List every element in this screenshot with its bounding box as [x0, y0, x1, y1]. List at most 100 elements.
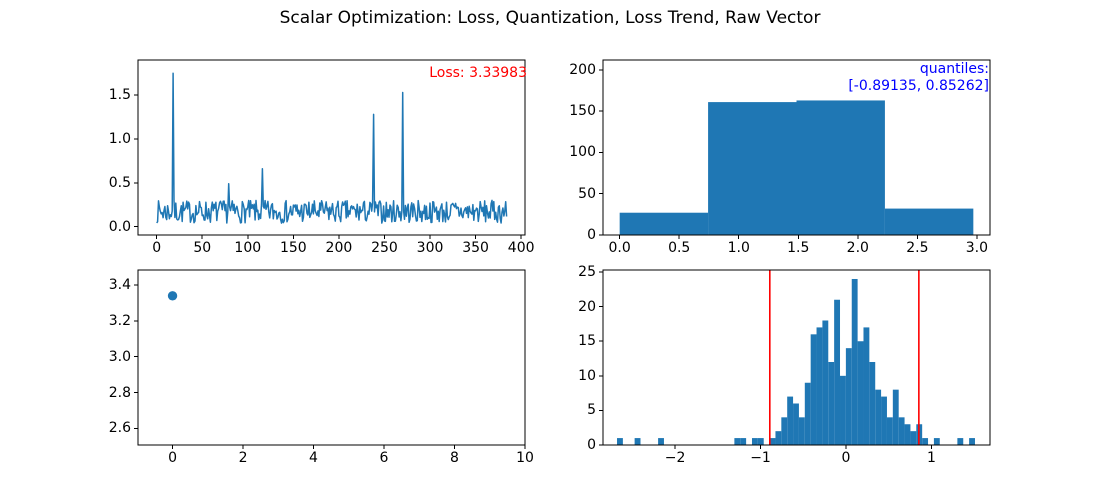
- quantization-histogram-xtick-label: 1.5: [787, 240, 810, 256]
- raw-vector-histogram-xtick-label: 1: [926, 450, 936, 466]
- loss-curve-ytick-label: 0.0: [108, 218, 131, 235]
- raw-vector-histogram-bar: [881, 396, 887, 445]
- raw-vector-histogram-bar: [886, 417, 893, 445]
- raw-vector-histogram-bar: [775, 431, 782, 445]
- loss-trend-ytick-label: 2.6: [108, 420, 131, 437]
- raw-vector-histogram-ytick-label: 15: [578, 333, 596, 350]
- loss-curve-ytick-label: 1.0: [108, 130, 131, 147]
- loss-trend-xtick-label: 4: [309, 450, 318, 466]
- loss-curve-xtick-label: 150: [279, 240, 307, 256]
- raw-vector-histogram-bar: [857, 341, 864, 445]
- loss-trend-xtick-label: 8: [450, 450, 459, 466]
- loss-curve-xtick-label: 50: [193, 240, 212, 256]
- quantization-histogram-ytick-label: 50: [578, 185, 596, 202]
- loss-curve-line: [156, 72, 508, 224]
- raw-vector-histogram-bar: [751, 438, 758, 445]
- quantization-histogram-axes-frame: [602, 59, 991, 236]
- quantization-histogram-xtick-label: 2.0: [846, 240, 869, 256]
- quantization-histogram-bar: [708, 102, 797, 235]
- raw-vector-histogram-bar: [845, 348, 852, 445]
- quantization-histogram-ytick-label: 100: [569, 144, 596, 161]
- quantization-histogram-ytick-label: 0: [587, 227, 596, 243]
- raw-vector-histogram-ytick-label: 5: [587, 402, 596, 419]
- raw-vector-histogram-bar: [787, 396, 794, 445]
- figure-title: Scalar Optimization: Loss, Quantization,…: [279, 8, 821, 28]
- quantiles-annotation: quantiles: [-0.89135, 0.85262]: [848, 61, 989, 95]
- raw-vector-histogram-bar: [969, 438, 975, 445]
- raw-vector-histogram-group: [599, 269, 991, 449]
- raw-vector-histogram-bar: [769, 438, 776, 445]
- raw-vector-histogram-bar: [798, 417, 805, 445]
- quantization-histogram-xtick-label: 3.0: [965, 240, 989, 256]
- quantization-histogram-bar: [796, 100, 885, 235]
- raw-vector-histogram-bar: [910, 431, 917, 445]
- loss-curve-xtick-label: 0: [152, 240, 162, 256]
- raw-vector-histogram-bar: [851, 278, 858, 445]
- loss-trend-ytick-label: 3.0: [108, 348, 131, 365]
- quantization-histogram-ytick-label: 200: [569, 61, 596, 78]
- quantization-histogram-xtick-label: 1.0: [727, 240, 750, 256]
- raw-vector-histogram-bar: [816, 327, 823, 445]
- raw-vector-histogram-bar: [793, 403, 799, 445]
- raw-vector-histogram-ytick-label: 0: [587, 437, 596, 453]
- loss-curve-xtick-label: 200: [325, 240, 353, 256]
- raw-vector-histogram-bar: [804, 382, 811, 445]
- raw-vector-histogram-ytick-label: 20: [578, 298, 596, 315]
- raw-vector-histogram-bar: [957, 438, 964, 445]
- raw-vector-histogram-bar: [922, 438, 929, 445]
- quantization-histogram-bar: [884, 208, 974, 235]
- raw-vector-histogram-bar: [892, 389, 899, 445]
- loss-value-annotation: Loss: 3.33983: [429, 65, 527, 81]
- raw-vector-histogram-bar: [863, 327, 870, 445]
- raw-vector-histogram-bar: [617, 438, 623, 445]
- loss-trend-point: [167, 291, 178, 301]
- quantization-histogram-xtick-label: 0.5: [668, 240, 691, 256]
- loss-curve-xtick-label: 250: [371, 240, 398, 256]
- raw-vector-histogram-bar: [734, 438, 741, 445]
- loss-curve-ytick-label: 0.5: [108, 174, 131, 191]
- raw-vector-histogram-bar: [822, 320, 829, 445]
- loss-curve-xtick-label: 350: [462, 240, 489, 256]
- loss-curve-ytick-label: 1.5: [108, 87, 131, 104]
- loss-trend-xtick-label: 2: [238, 450, 248, 466]
- raw-vector-histogram-bar: [757, 438, 764, 445]
- loss-curve-xtick-label: 400: [507, 240, 535, 256]
- raw-vector-histogram-ytick-label: 25: [578, 264, 596, 281]
- raw-vector-histogram-xtick-label: −1: [750, 450, 771, 466]
- quantiles-annotation-line1: quantiles:: [919, 61, 989, 77]
- quantization-histogram-xtick-label: 0.0: [608, 240, 631, 256]
- raw-vector-histogram-bar: [904, 424, 911, 445]
- raw-vector-histogram-bar: [933, 438, 940, 445]
- loss-trend-xtick-label: 10: [516, 450, 534, 466]
- raw-vector-histogram-bar: [840, 375, 846, 445]
- quantization-histogram-group: [599, 59, 991, 239]
- loss-curve-xtick-label: 300: [416, 240, 444, 256]
- loss-trend-ytick-label: 3.2: [108, 312, 131, 329]
- raw-vector-histogram-bar: [898, 417, 905, 445]
- raw-vector-histogram-bar: [781, 417, 788, 445]
- raw-vector-histogram-bar: [869, 361, 876, 445]
- quantiles-annotation-line2: [-0.89135, 0.85262]: [848, 78, 989, 94]
- loss-trend-xtick-label: 6: [379, 450, 389, 466]
- raw-vector-histogram-bar: [810, 334, 817, 445]
- raw-vector-histogram-bar: [828, 361, 835, 445]
- raw-vector-histogram-bar: [875, 389, 882, 445]
- loss-trend-axes-frame: [137, 269, 526, 446]
- raw-vector-histogram-bar: [834, 299, 841, 445]
- quantization-histogram-xtick-label: 2.5: [906, 240, 929, 256]
- loss-trend-ytick-label: 2.8: [108, 384, 131, 401]
- raw-vector-histogram-bar: [658, 438, 664, 445]
- raw-vector-histogram-axes-frame: [602, 269, 991, 446]
- loss-curve-xtick-label: 100: [234, 240, 262, 256]
- raw-vector-histogram-ytick-label: 10: [578, 367, 596, 384]
- loss-trend-xtick-label: 0: [168, 450, 177, 466]
- loss-curve-axes-frame: [137, 59, 526, 236]
- quantization-histogram-ytick-label: 150: [569, 103, 596, 120]
- raw-vector-histogram-xtick-label: 0: [841, 450, 851, 466]
- raw-vector-histogram-bar: [634, 438, 641, 445]
- loss-trend-group: [134, 269, 526, 449]
- raw-vector-histogram-xtick-label: −2: [664, 450, 686, 466]
- quantization-histogram-bar: [619, 212, 709, 235]
